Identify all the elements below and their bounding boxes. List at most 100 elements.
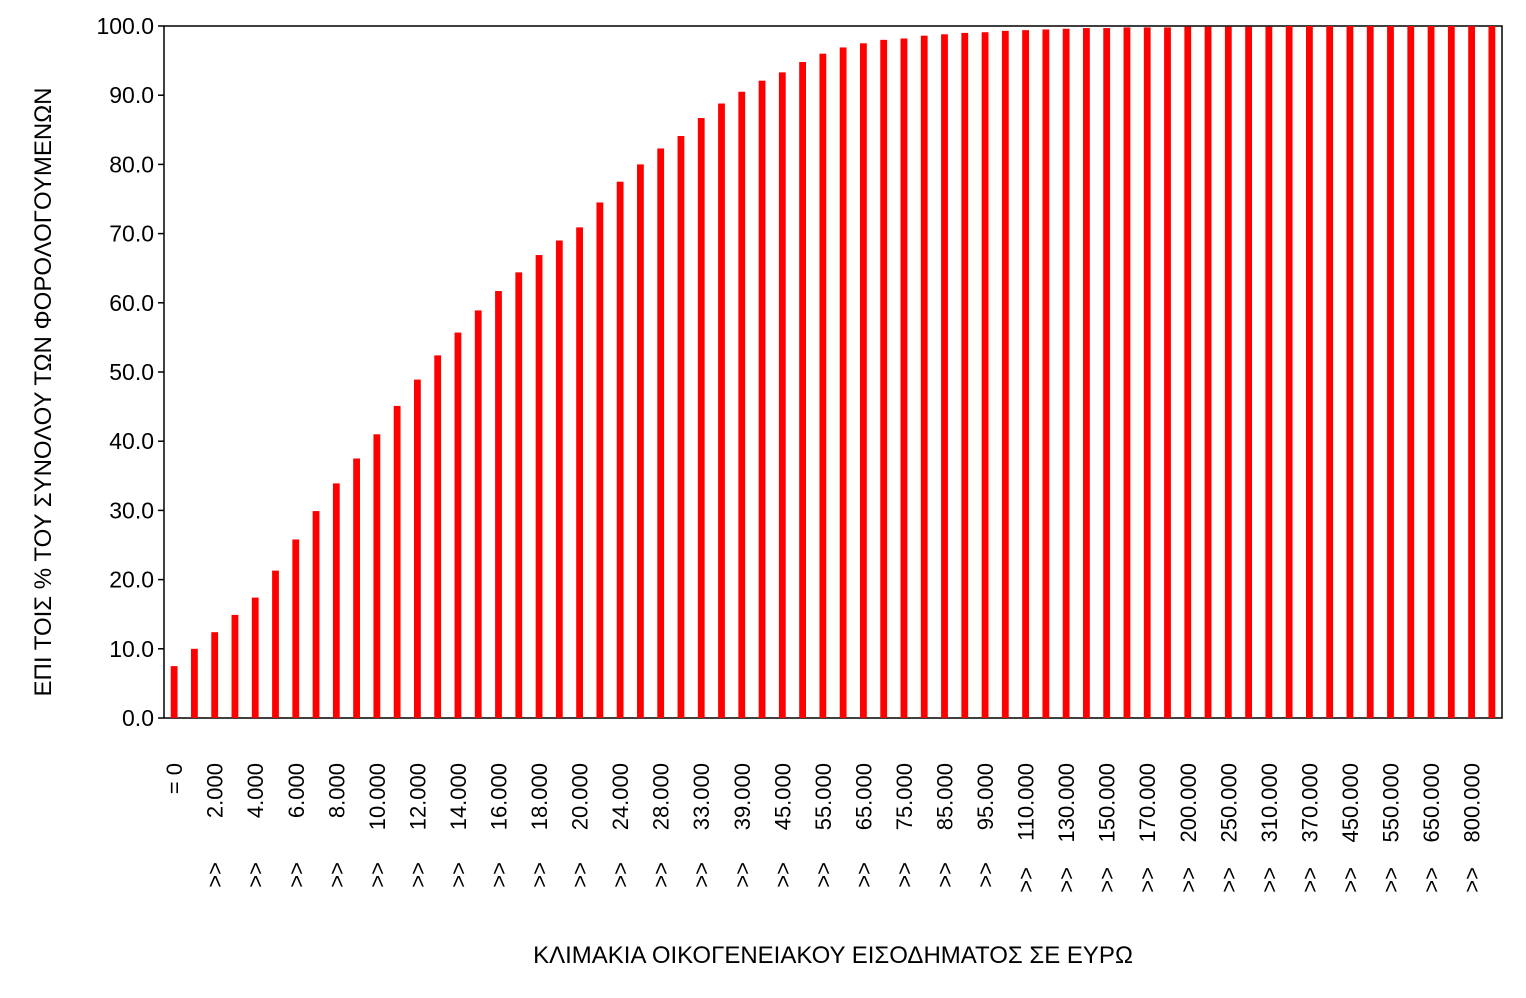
x-tick-label: 8.000 [324,763,349,818]
x-tick-label: 20.000 [568,763,593,830]
bar-30 [778,72,786,719]
y-axis-title: ΕΠΙ ΤΟΙΣ % ΤΟΥ ΣΥΝΟΛΟΥ ΤΩΝ ΦΟΡΟΛΟΓΟΥΜΕΝΩ… [30,87,57,696]
x-tick-prefix: >> [1135,867,1160,893]
bar-52 [1224,26,1232,718]
x-tick-label: 45.000 [770,763,795,830]
x-tick-prefix: >> [1054,867,1079,893]
y-tick-label: 20.0 [109,567,154,593]
x-tick-label: 170.000 [1135,763,1160,843]
x-tick-prefix: >> [365,862,390,888]
x-tick-prefix: >> [1419,867,1444,893]
x-axis-title: ΚΛΙΜΑΚΙΑ ΟΙΚΟΓΕΝΕΙΑΚΟΥ ΕΙΣΟΔΗΜΑΤΟΣ ΣΕ ΕΥ… [533,942,1133,969]
x-tick-label: 75.000 [892,763,917,830]
bar-12 [414,379,421,718]
y-tick-label: 90.0 [109,82,154,108]
x-tick-label: 16.000 [487,763,512,830]
x-tick-prefix: >> [1379,867,1404,893]
x-axis: = 0 2.000 >> 4.000 >> 6.000 >> 8.000 >> 10.000 >> 1… [162,763,1484,893]
x-tick-label: 200.000 [1176,763,1201,843]
bar-64 [1468,26,1475,718]
x-tick-label: 39.000 [730,763,755,830]
bar-47 [1123,27,1131,718]
x-tick-label: 24.000 [608,763,633,830]
x-tick-prefix: >> [1216,867,1241,893]
y-tick-label: 80.0 [109,151,154,177]
bar-49 [1164,27,1171,718]
bar-29 [758,80,766,719]
x-tick-label: 55.000 [811,763,836,830]
bar-27 [718,103,725,718]
x-tick-label: 370.000 [1297,763,1322,843]
x-tick-prefix: >> [446,862,471,888]
x-tick-prefix: >> [730,862,755,888]
bar-65 [1488,26,1496,718]
x-tick-prefix: >> [811,862,836,888]
x-tick-label: 650.000 [1419,763,1444,843]
y-tick-label: 0.0 [122,705,154,731]
bar-6 [292,539,300,718]
bar-45 [1083,28,1090,718]
bar-2 [211,632,219,718]
x-tick-prefix: >> [1460,867,1485,893]
bar-53 [1245,26,1252,718]
bar-21 [596,202,604,718]
bar-36 [900,38,908,718]
bar-39 [961,32,969,719]
x-tick-label: 2.000 [203,763,228,818]
x-tick-prefix: >> [649,862,674,888]
x-tick-prefix: >> [487,862,512,888]
x-tick-prefix: >> [243,862,268,888]
bar-61 [1407,26,1415,718]
bar-34 [860,43,867,719]
bar-11 [393,405,401,718]
x-tick-prefix: >> [933,862,958,888]
bar-17 [515,272,523,718]
x-tick-prefix: >> [892,862,917,888]
x-tick-prefix: >> [1176,867,1201,893]
bar-0 [170,666,178,718]
x-tick-prefix: >> [1014,867,1039,893]
bar-18 [535,255,543,719]
bar-19 [555,240,563,718]
x-tick-label: 10.000 [365,763,390,830]
bar-48 [1143,27,1151,718]
bar-55 [1285,26,1293,718]
bar-41 [1001,30,1009,718]
y-axis: 0.0 10.0 20.0 30.0 40.0 50.0 60.0 70.0 80.0 90.0 1… [96,13,164,731]
bar-28 [738,91,746,719]
x-tick-label: 800.000 [1460,763,1485,843]
bar-42 [1022,30,1029,718]
bar-31 [799,61,806,719]
x-tick-prefix: >> [1338,867,1363,893]
bar-43 [1042,29,1050,718]
x-tick-prefix: >> [973,862,998,888]
bar-14 [454,332,462,718]
bar-22 [616,181,624,718]
bar-4 [251,597,259,718]
bar-56 [1306,26,1313,718]
x-tick-prefix: >> [770,862,795,888]
bar-59 [1366,26,1374,718]
bar-5 [272,570,279,718]
x-tick-label: 95.000 [973,763,998,830]
plot-area [163,25,1503,719]
y-tick-label: 60.0 [109,290,154,316]
x-tick-label: 110.000 [1014,763,1039,841]
bar-38 [941,34,948,719]
bar-46 [1103,28,1111,718]
x-tick-label: 150.000 [1095,763,1120,843]
bar-54 [1265,26,1273,718]
bar-60 [1387,26,1394,718]
bar-1 [191,648,198,718]
x-tick-label: 310.000 [1257,763,1282,843]
bar-24 [657,148,665,719]
bar-63 [1447,26,1455,718]
x-tick-label: 12.000 [405,763,430,830]
y-tick-label: 100.0 [96,13,154,39]
x-tick-prefix: >> [527,862,552,888]
bar-62 [1427,26,1435,718]
bar-57 [1326,26,1334,718]
x-tick-label: = 0 [162,763,187,794]
bar-44 [1062,28,1070,718]
bar-16 [495,291,502,718]
